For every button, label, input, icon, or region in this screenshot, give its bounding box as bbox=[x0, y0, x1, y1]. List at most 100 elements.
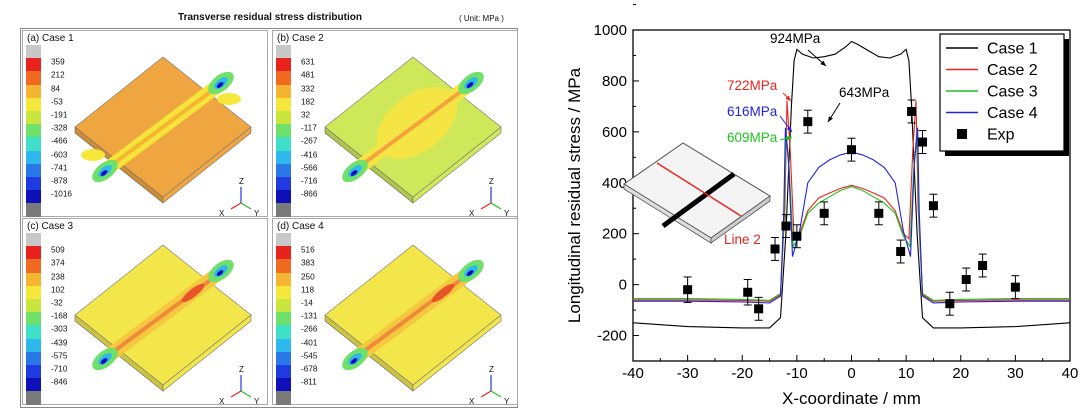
inset-plate-side bbox=[710, 195, 771, 244]
exp-point bbox=[907, 106, 917, 116]
triad-y-label: Y bbox=[504, 397, 510, 404]
colorbar-swatch bbox=[26, 203, 41, 218]
colorbar-swatch bbox=[26, 338, 41, 353]
triad-z-label: Z bbox=[239, 177, 244, 186]
weld-end-zone-peak bbox=[466, 270, 474, 276]
colorbar-swatch bbox=[26, 137, 41, 152]
exp-point bbox=[847, 145, 856, 155]
colorbar-tick-label: -575 bbox=[51, 351, 68, 361]
exp-point bbox=[792, 231, 802, 241]
x-tick-label: 10 bbox=[898, 365, 915, 382]
stress-peak bbox=[181, 283, 205, 303]
panel-title: (a) Case 1 bbox=[27, 33, 74, 44]
exp-point bbox=[770, 244, 780, 254]
colorbar-tick-label: -266 bbox=[301, 324, 318, 334]
figure-title: Transverse residual stress distribution bbox=[178, 12, 362, 23]
colorbar-swatch bbox=[276, 299, 291, 313]
colorbar-tick-label: -466 bbox=[51, 136, 68, 146]
colorbar-swatch bbox=[276, 163, 291, 178]
triad-x-label: X bbox=[469, 209, 475, 216]
figure-unit: ( Unit: MPa ) bbox=[459, 14, 504, 23]
x-tick-label: 40 bbox=[1062, 365, 1079, 382]
triad-x-label: X bbox=[219, 397, 225, 404]
annotation-arrowhead bbox=[786, 126, 792, 132]
colorbar-swatch bbox=[26, 272, 41, 287]
annotation-arrowhead bbox=[785, 95, 791, 101]
exp-point bbox=[743, 287, 753, 297]
colorbar-tick-label: -168 bbox=[51, 311, 68, 321]
triad-y-label: Y bbox=[254, 397, 260, 404]
colorbar-tick-label: 332 bbox=[301, 83, 315, 93]
triad-y-axis bbox=[490, 202, 502, 210]
colorbar-tick-label: 250 bbox=[301, 271, 315, 281]
stress-peak bbox=[431, 283, 455, 303]
contour-panel-1: (a) Case 1 359 212 84 -53 -191 -328 -466 -603 -74… bbox=[22, 30, 268, 218]
annotation-label: 643MPa bbox=[839, 85, 890, 100]
colorbar-swatch bbox=[26, 365, 41, 379]
exp-point bbox=[781, 221, 791, 231]
colorbar-tick-label: -1016 bbox=[51, 189, 72, 199]
colorbar-swatch bbox=[276, 177, 291, 191]
colorbar-swatch bbox=[26, 233, 41, 247]
y-tick-label: 200 bbox=[602, 226, 627, 243]
x-tick-label: 0 bbox=[847, 365, 855, 382]
colorbar-tick-label: -846 bbox=[51, 377, 68, 387]
colorbar-swatch bbox=[276, 365, 291, 379]
triad-y-axis bbox=[490, 390, 502, 398]
annotation-label: 609MPa bbox=[727, 130, 778, 145]
y-tick-label: 800 bbox=[602, 73, 627, 90]
exp-point bbox=[683, 285, 693, 295]
triad-y-axis bbox=[240, 390, 252, 398]
triad-x-label: X bbox=[469, 397, 475, 404]
inset-measure-line bbox=[656, 162, 742, 217]
colorbar-tick-label: -303 bbox=[51, 324, 68, 334]
colorbar-swatch bbox=[26, 124, 41, 139]
triad-z-label: Z bbox=[489, 177, 494, 186]
colorbar-tick-label: -328 bbox=[51, 123, 68, 133]
colorbar-swatch bbox=[276, 378, 291, 393]
colorbar-swatch bbox=[26, 111, 41, 125]
colorbar-tick-label: 509 bbox=[51, 245, 65, 255]
colorbar-tick-label: -117 bbox=[301, 123, 317, 133]
colorbar-swatch bbox=[276, 137, 291, 152]
exp-point bbox=[945, 299, 955, 309]
colorbar-swatch bbox=[276, 190, 291, 205]
triad-x-label: X bbox=[219, 209, 225, 216]
colorbar-tick-label: 481 bbox=[301, 70, 315, 80]
colorbar-swatch bbox=[276, 150, 291, 165]
triad-z-label: Z bbox=[489, 365, 494, 374]
colorbar-tick-label: 359 bbox=[51, 57, 65, 67]
colorbar-swatch bbox=[276, 111, 291, 125]
colorbar-swatch bbox=[276, 259, 291, 274]
stress-patch bbox=[217, 93, 241, 105]
colorbar-swatch bbox=[26, 312, 41, 327]
inset-plate-diagram bbox=[623, 142, 771, 244]
panel-title: (b) Case 2 bbox=[277, 33, 324, 44]
annotation-arrowhead bbox=[828, 116, 833, 122]
colorbar-tick-label: -678 bbox=[301, 364, 318, 374]
colorbar-swatch bbox=[26, 285, 41, 300]
exp-point bbox=[918, 137, 928, 147]
colorbar-swatch bbox=[276, 391, 291, 406]
colorbar-tick-label: 84 bbox=[51, 83, 61, 93]
annotation-label: Line 2 bbox=[724, 232, 761, 247]
exp-point bbox=[803, 117, 813, 127]
colorbar-swatch bbox=[276, 71, 291, 86]
colorbar-tick-label: -131 bbox=[301, 311, 318, 321]
plate-contour-plot: Z X Y bbox=[74, 244, 260, 404]
exp-point bbox=[754, 304, 764, 314]
legend-label: Case 3 bbox=[987, 84, 1038, 101]
exp-point bbox=[1010, 282, 1020, 292]
colorbar-swatch bbox=[276, 233, 291, 247]
colorbar-tick-label: 374 bbox=[51, 258, 65, 268]
contour-panel-4: (d) Case 4 516 383 250 118 -14 -131 -266 -401 -54… bbox=[272, 218, 518, 406]
colorbar-swatch bbox=[276, 351, 291, 366]
annotation-label: 616MPa bbox=[727, 104, 778, 119]
legend-label: Case 2 bbox=[987, 62, 1038, 79]
weld-start-zone-peak bbox=[350, 170, 358, 176]
triad-y-axis bbox=[240, 202, 252, 210]
x-axis-label: X-coordinate / mm bbox=[782, 389, 921, 408]
colorbar-tick-label: 631 bbox=[301, 57, 315, 67]
colorbar-swatch bbox=[26, 299, 41, 313]
colorbar-tick-label: 118 bbox=[301, 285, 315, 295]
